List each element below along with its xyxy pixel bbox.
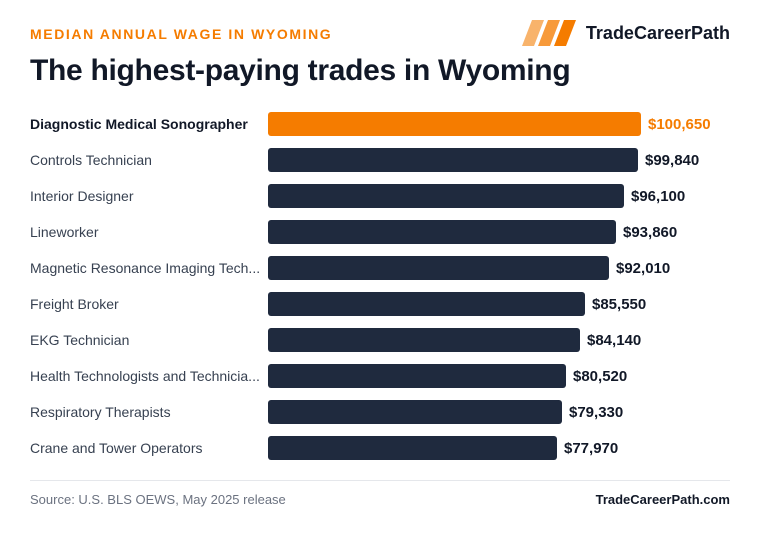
bar-chart: Diagnostic Medical Sonographer $100,650 Co… <box>30 112 711 460</box>
value-label: $84,140 <box>587 332 641 349</box>
bar-row: Lineworker $93,860 <box>30 220 677 244</box>
category-label: EKG Technician <box>30 332 129 348</box>
chart-kicker: MEDIAN ANNUAL WAGE IN WYOMING <box>30 26 333 42</box>
brand-name: TradeCareerPath <box>585 22 730 43</box>
bar-row: Controls Technician $99,840 <box>30 148 699 172</box>
value-label: $99,840 <box>645 152 699 169</box>
bar-row: Diagnostic Medical Sonographer $100,650 <box>30 112 711 136</box>
category-label: Freight Broker <box>30 296 119 312</box>
bar <box>268 184 624 208</box>
bar-row: Crane and Tower Operators $77,970 <box>30 436 618 460</box>
bar-row: Health Technologists and Technicia... $80… <box>30 364 627 388</box>
category-label: Diagnostic Medical Sonographer <box>30 116 248 132</box>
value-label: $80,520 <box>573 368 627 385</box>
bar <box>268 112 641 136</box>
brand: TradeCareerPath <box>521 20 730 46</box>
value-label: $77,970 <box>564 440 618 457</box>
bar-row: Magnetic Resonance Imaging Tech... $92,01… <box>30 256 670 280</box>
bar <box>268 148 638 172</box>
category-label: Magnetic Resonance Imaging Tech... <box>30 260 260 276</box>
value-label: $79,330 <box>569 404 623 421</box>
bar <box>268 328 580 352</box>
footer-divider <box>30 480 730 481</box>
bar-row: Respiratory Therapists $79,330 <box>30 400 623 424</box>
bar <box>268 364 566 388</box>
bar-row: Interior Designer $96,100 <box>30 184 685 208</box>
source-note: Source: U.S. BLS OEWS, May 2025 release <box>30 492 286 507</box>
category-label: Crane and Tower Operators <box>30 440 203 456</box>
value-label: $100,650 <box>648 116 711 133</box>
value-label: $93,860 <box>623 224 677 241</box>
category-label: Lineworker <box>30 224 99 240</box>
bar <box>268 256 609 280</box>
category-label: Health Technologists and Technicia... <box>30 368 260 384</box>
value-label: $85,550 <box>592 296 646 313</box>
value-label: $96,100 <box>631 188 685 205</box>
category-label: Respiratory Therapists <box>30 404 171 420</box>
category-label: Controls Technician <box>30 152 152 168</box>
bar-row: Freight Broker $85,550 <box>30 292 646 316</box>
value-label: $92,010 <box>616 260 670 277</box>
bar <box>268 436 557 460</box>
bar-row: EKG Technician $84,140 <box>30 328 641 352</box>
bar <box>268 292 585 316</box>
category-label: Interior Designer <box>30 188 134 204</box>
bar <box>268 400 562 424</box>
bar <box>268 220 616 244</box>
page-title: The highest-paying trades in Wyoming <box>30 54 571 87</box>
brand-logo-icon <box>521 20 576 46</box>
site-link[interactable]: TradeCareerPath.com <box>595 492 730 507</box>
